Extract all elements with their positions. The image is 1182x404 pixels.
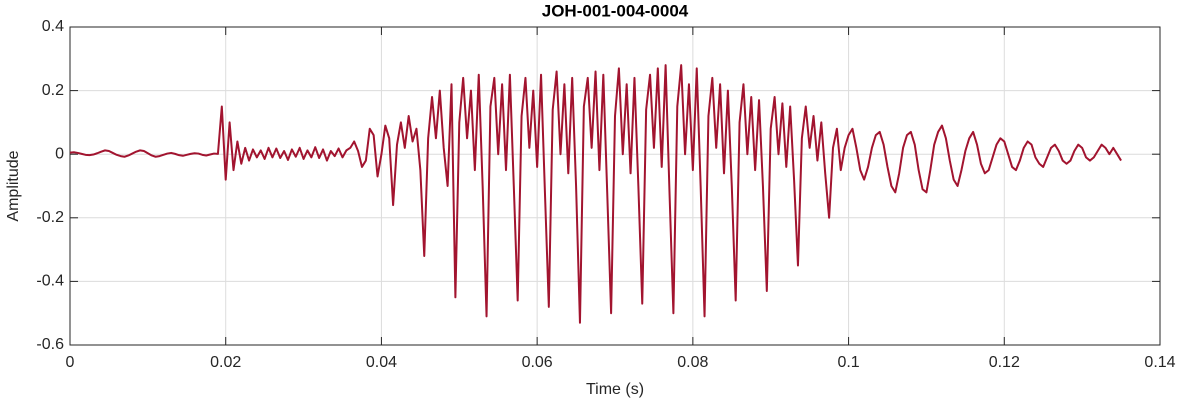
x-tick-label: 0.06 bbox=[522, 354, 553, 371]
y-tick-label: -0.6 bbox=[36, 336, 64, 353]
x-axis-label: Time (s) bbox=[586, 381, 644, 398]
chart-title: JOH-001-004-0004 bbox=[542, 1, 689, 20]
x-tick-label: 0.14 bbox=[1144, 354, 1175, 371]
x-tick-label: 0.02 bbox=[210, 354, 241, 371]
waveform-line bbox=[69, 64, 1122, 324]
x-tick-label: 0.04 bbox=[366, 354, 397, 371]
y-tick-label: -0.2 bbox=[36, 209, 64, 226]
plot-frame bbox=[69, 26, 1161, 346]
y-tick-label: 0.2 bbox=[42, 82, 64, 99]
x-tick-label: 0.08 bbox=[677, 354, 708, 371]
y-tick-label: 0 bbox=[55, 145, 64, 162]
x-tick-label: 0 bbox=[66, 354, 75, 371]
y-tick-label: -0.4 bbox=[36, 273, 64, 290]
y-tick-label: 0.4 bbox=[42, 18, 64, 35]
y-axis-label: Amplitude bbox=[5, 150, 22, 221]
x-tick-label: 0.12 bbox=[989, 354, 1020, 371]
x-tick-label: 0.1 bbox=[837, 354, 859, 371]
